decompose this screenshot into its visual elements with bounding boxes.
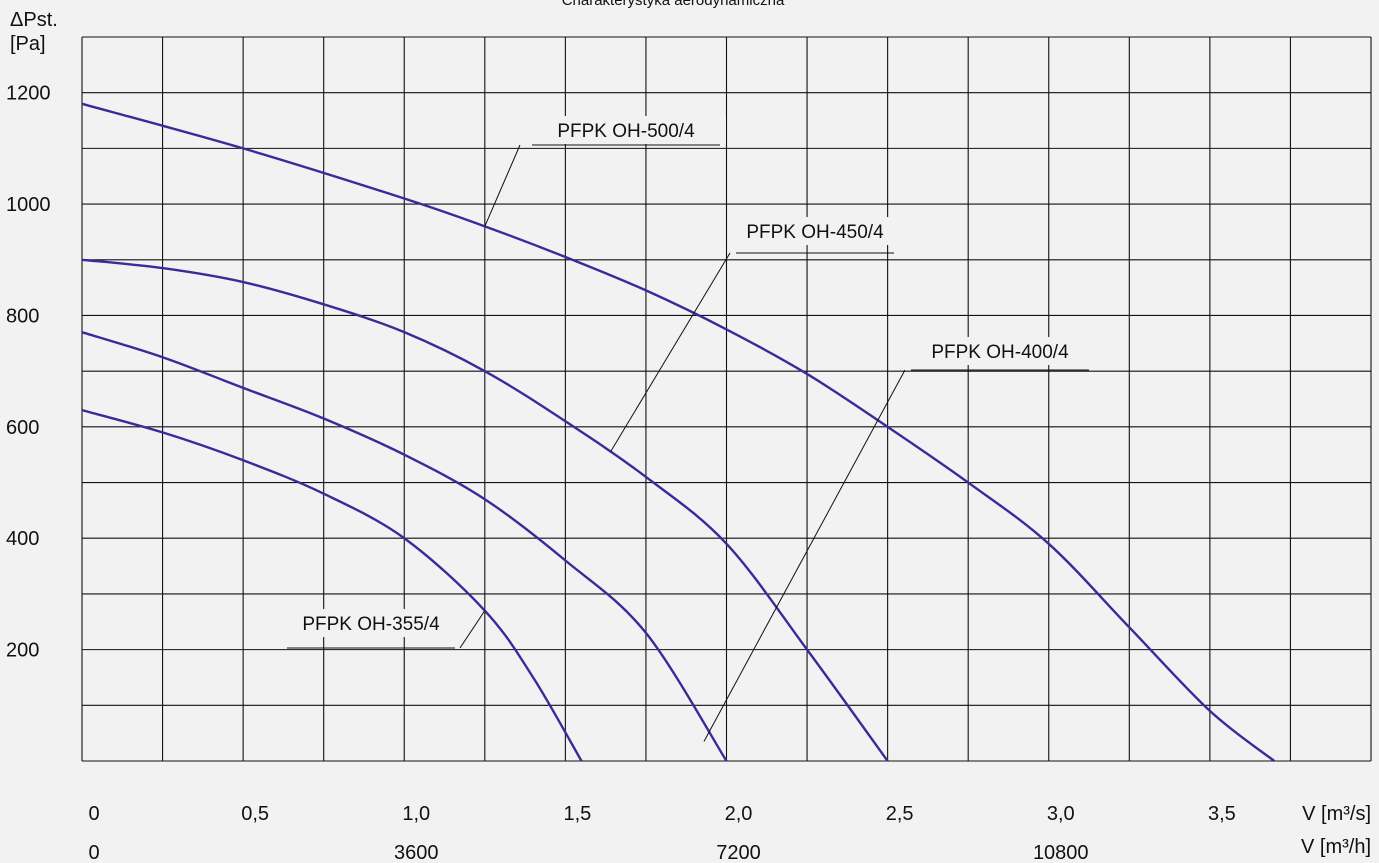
annotation-backdrop (526, 116, 726, 144)
y-tick-label: 600 (6, 417, 39, 439)
x-tick-label-m3s: 3,0 (1047, 803, 1075, 825)
x-tick-label-m3s: 0,5 (241, 803, 269, 825)
x-tick-label-m3s: 3,5 (1208, 803, 1236, 825)
curves (81, 102, 1276, 762)
x-tick-label-m3h: 7200 (716, 842, 761, 863)
x-tick-label-m3s: 0 (88, 803, 99, 825)
chart-title: Charakterystyka aerodynamiczna (562, 0, 785, 9)
x-unit-label-m3h: V [m³/h] (1301, 836, 1371, 858)
annotation-backdrop (730, 217, 900, 245)
y-axis-symbol: ΔPst. (10, 9, 58, 31)
annotation-leader (484, 144, 521, 227)
annotation-backdrop (281, 609, 461, 637)
y-axis-unit: [Pa] (10, 33, 46, 55)
y-tick-label: 200 (6, 640, 39, 662)
annotation-label: PFPK OH-355/4 (302, 614, 440, 635)
x-tick-label-m3h: 10800 (1033, 842, 1089, 863)
y-tick-label: 1200 (6, 83, 51, 105)
series-line (81, 102, 1276, 762)
series-line (81, 331, 728, 762)
x-tick-label-m3h: 0 (88, 842, 99, 863)
annotation-leader (610, 252, 731, 453)
axis-labels: 200 400 600 800 1000 1200 0 0,5 1,0 1,5 2,0 2,5 3,0 3… (6, 83, 1371, 863)
x-tick-label-m3s: 1,5 (563, 803, 591, 825)
x-tick-label-m3s: 1,0 (402, 803, 430, 825)
x-tick-label-m3s: 2,5 (886, 803, 914, 825)
annotation-leader (459, 610, 486, 649)
x-tick-label-m3h: 3600 (394, 842, 439, 863)
annotation-label: PFPK OH-500/4 (557, 121, 695, 142)
annotation-label: PFPK OH-400/4 (931, 342, 1069, 363)
y-tick-label: 400 (6, 528, 39, 550)
series-line (81, 258, 889, 762)
annotation-leader (703, 369, 906, 742)
annotation-label: PFPK OH-450/4 (746, 222, 884, 243)
curve-annotations: PFPK OH-500/4 PFPK OH-450/4 PFPK OH-400/4 P… (281, 116, 1095, 742)
y-tick-label: 1000 (6, 194, 51, 216)
x-unit-label-m3s: V [m³/s] (1302, 803, 1371, 825)
y-tick-label: 800 (6, 305, 39, 327)
annotation-backdrop (905, 337, 1095, 365)
series-line (81, 408, 583, 762)
x-tick-label-m3s: 2,0 (725, 803, 753, 825)
